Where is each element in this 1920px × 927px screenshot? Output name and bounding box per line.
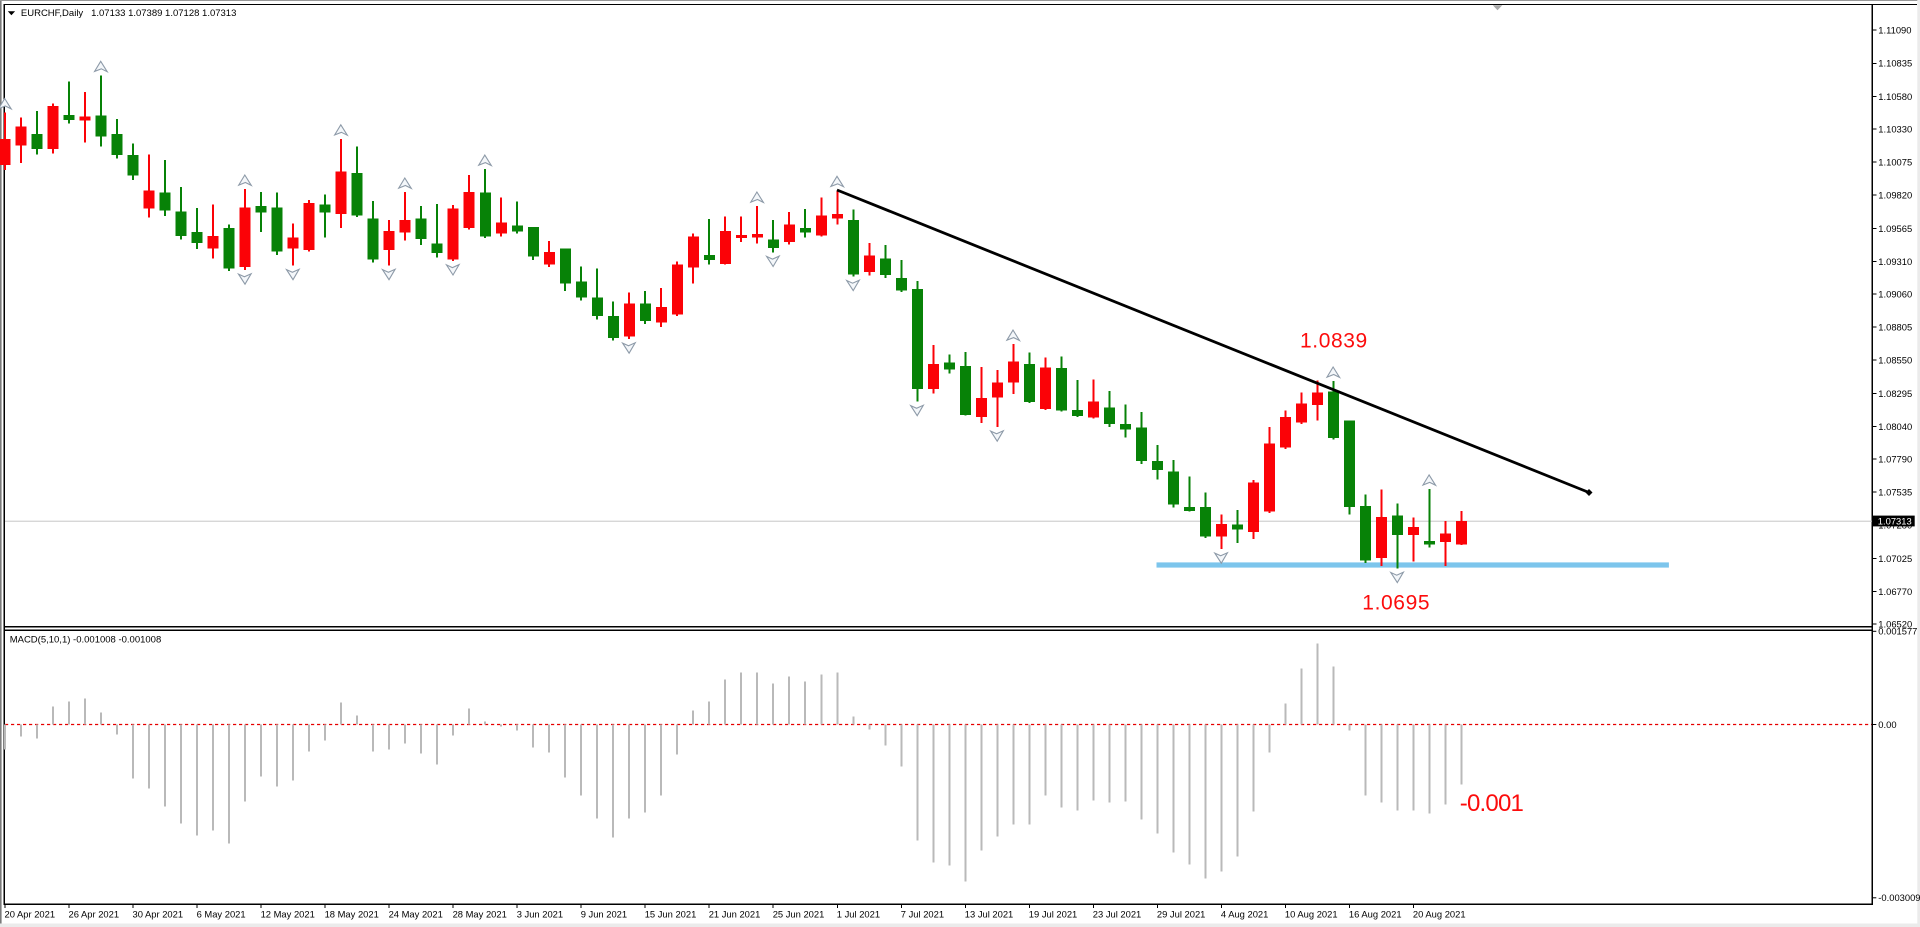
svg-text:1.08295: 1.08295 — [1878, 388, 1912, 399]
svg-text:1 Jul 2021: 1 Jul 2021 — [837, 908, 880, 919]
svg-text:0.001577: 0.001577 — [1878, 626, 1917, 637]
svg-text:1.07313: 1.07313 — [1878, 515, 1912, 526]
svg-text:26 Apr 2021: 26 Apr 2021 — [69, 908, 120, 919]
svg-text:21 Jun 2021: 21 Jun 2021 — [709, 908, 761, 919]
svg-text:13 Jul 2021: 13 Jul 2021 — [965, 908, 1013, 919]
svg-text:3 Jun 2021: 3 Jun 2021 — [517, 908, 563, 919]
svg-text:9 Jun 2021: 9 Jun 2021 — [581, 908, 627, 919]
svg-text:12 May 2021: 12 May 2021 — [261, 908, 315, 919]
svg-text:28 May 2021: 28 May 2021 — [453, 908, 507, 919]
svg-text:1.0839: 1.0839 — [1300, 329, 1368, 352]
svg-text:19 Jul 2021: 19 Jul 2021 — [1029, 908, 1077, 919]
svg-text:20 Apr 2021: 20 Apr 2021 — [5, 908, 56, 919]
svg-text:1.06770: 1.06770 — [1878, 586, 1912, 597]
svg-text:18 May 2021: 18 May 2021 — [325, 908, 379, 919]
svg-text:7 Jul 2021: 7 Jul 2021 — [901, 908, 944, 919]
svg-text:1.08550: 1.08550 — [1878, 355, 1912, 366]
svg-text:1.09060: 1.09060 — [1878, 288, 1912, 299]
svg-text:24 May 2021: 24 May 2021 — [389, 908, 443, 919]
svg-text:1.08040: 1.08040 — [1878, 421, 1912, 432]
svg-text:1.07790: 1.07790 — [1878, 453, 1912, 464]
svg-text:4 Aug 2021: 4 Aug 2021 — [1221, 908, 1268, 919]
svg-text:1.10835: 1.10835 — [1878, 58, 1912, 69]
svg-text:-0.003009: -0.003009 — [1878, 892, 1920, 903]
svg-text:6 May 2021: 6 May 2021 — [197, 908, 246, 919]
svg-text:15 Jun 2021: 15 Jun 2021 — [645, 908, 697, 919]
svg-text:1.09820: 1.09820 — [1878, 190, 1912, 201]
svg-text:20 Aug 2021: 20 Aug 2021 — [1413, 908, 1466, 919]
svg-text:1.09565: 1.09565 — [1878, 223, 1912, 234]
svg-text:1.0695: 1.0695 — [1362, 591, 1430, 614]
svg-text:30 Apr 2021: 30 Apr 2021 — [133, 908, 184, 919]
svg-text:1.07535: 1.07535 — [1878, 487, 1912, 498]
svg-text:16 Aug 2021: 16 Aug 2021 — [1349, 908, 1402, 919]
svg-text:25 Jun 2021: 25 Jun 2021 — [773, 908, 825, 919]
svg-text:23 Jul 2021: 23 Jul 2021 — [1093, 908, 1141, 919]
svg-text:1.09310: 1.09310 — [1878, 256, 1912, 267]
svg-text:1.07025: 1.07025 — [1878, 553, 1912, 564]
svg-text:10 Aug 2021: 10 Aug 2021 — [1285, 908, 1338, 919]
svg-text:1.10075: 1.10075 — [1878, 157, 1912, 168]
svg-text:EURCHF,Daily 1.07133 1.07389: EURCHF,Daily 1.07133 1.07389 1.07128 1.0… — [21, 8, 236, 19]
svg-text:1.10330: 1.10330 — [1878, 123, 1912, 134]
svg-text:1.10580: 1.10580 — [1878, 91, 1912, 102]
svg-text:0.00: 0.00 — [1878, 719, 1896, 730]
svg-text:29 Jul 2021: 29 Jul 2021 — [1157, 908, 1205, 919]
svg-text:-0.001: -0.001 — [1460, 790, 1524, 817]
svg-text:MACD(5,10,1) -0.001008 -0.0010: MACD(5,10,1) -0.001008 -0.001008 — [10, 635, 162, 646]
svg-text:1.06520: 1.06520 — [1878, 618, 1912, 629]
svg-text:1.08805: 1.08805 — [1878, 322, 1912, 333]
svg-text:1.11090: 1.11090 — [1878, 25, 1911, 36]
